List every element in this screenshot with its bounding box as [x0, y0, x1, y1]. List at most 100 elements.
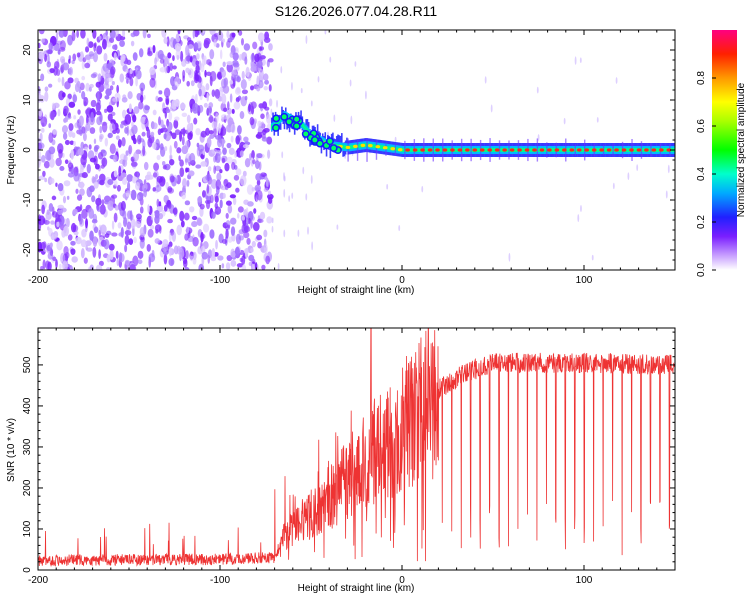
carrier-peak	[472, 148, 478, 152]
carrier-halo	[329, 144, 332, 159]
noise-blob	[209, 49, 215, 60]
noise-blob	[225, 228, 229, 239]
noise-blob	[130, 161, 138, 167]
carrier-core	[492, 148, 495, 152]
noise-blob	[197, 82, 202, 89]
carrier-core	[558, 148, 561, 152]
noise-blob	[213, 165, 217, 174]
carrier-core	[500, 148, 502, 152]
noise-blob	[76, 30, 79, 38]
noise-blob	[86, 247, 93, 252]
noise-blob	[88, 144, 92, 150]
noise-blob	[128, 144, 133, 155]
noise-blob	[69, 140, 74, 146]
noise-blob	[80, 239, 87, 248]
colorbar: 0.0 0.2 0.4 0.6 0.8 Normalized spectral ampl…	[696, 30, 747, 277]
noise-blob	[130, 32, 136, 38]
noise-blob	[128, 103, 132, 113]
carrier-core	[380, 145, 383, 150]
noise-blob	[220, 78, 227, 89]
noise-blob	[44, 86, 49, 92]
carrier-peak	[368, 144, 373, 148]
noise-blob	[220, 128, 224, 139]
noise-blob	[161, 30, 167, 38]
noise-blob	[96, 205, 102, 213]
noise-blob	[206, 105, 212, 116]
noise-blob	[96, 116, 102, 126]
noise-blob	[214, 193, 219, 201]
noise-blob	[258, 103, 264, 109]
noise-blob	[158, 116, 161, 126]
noise-blob	[131, 124, 138, 135]
noise-blob	[89, 127, 96, 134]
carrier-core	[543, 148, 546, 152]
noise-blob	[100, 164, 105, 169]
noise-blob	[154, 210, 160, 215]
noise-blob	[122, 210, 127, 220]
noise-blob	[147, 137, 153, 148]
carrier-core	[358, 143, 361, 148]
noise-blob	[146, 243, 151, 252]
noise-blob	[119, 39, 125, 48]
noise-blob	[169, 158, 175, 166]
noise-blob	[192, 257, 197, 265]
noise-blob	[114, 205, 119, 211]
noise-blob	[38, 92, 42, 99]
carrier-core	[446, 148, 449, 152]
noise-blob	[72, 208, 78, 215]
noise-blob	[77, 109, 81, 115]
noise-blob	[73, 172, 80, 182]
noise-blob	[96, 45, 103, 55]
carrier-core	[395, 147, 398, 152]
carrier-peak	[576, 148, 582, 152]
noise-blob	[161, 127, 168, 133]
noise-blob	[140, 94, 144, 103]
noise-blob	[261, 264, 266, 270]
noise-blob	[276, 99, 278, 108]
noise-blob	[127, 91, 133, 100]
noise-blob	[170, 76, 176, 87]
noise-blob	[236, 263, 244, 268]
noise-blob	[130, 40, 135, 47]
noise-blob	[113, 180, 118, 187]
noise-blob	[136, 213, 142, 220]
noise-blob	[119, 35, 126, 41]
noise-blob	[139, 227, 146, 238]
noise-blob	[64, 159, 69, 165]
noise-blob	[115, 250, 119, 259]
noise-blob	[115, 135, 120, 140]
noise-blob	[219, 169, 223, 174]
carrier-core	[418, 148, 421, 152]
noise-blob	[158, 201, 162, 207]
y-tick-label: 400	[22, 397, 33, 414]
noise-blob	[265, 177, 269, 188]
noise-blob	[230, 123, 236, 134]
noise-blob	[226, 30, 230, 39]
noise-blob	[277, 262, 280, 270]
noise-blob	[235, 233, 241, 245]
noise-blob	[133, 151, 140, 162]
noise-blob	[333, 114, 336, 122]
noise-blob	[187, 132, 193, 141]
noise-blob	[203, 223, 210, 233]
noise-blob	[152, 109, 157, 116]
noise-blob	[219, 49, 223, 60]
carrier-core	[279, 117, 282, 122]
noise-blob	[125, 150, 129, 156]
noise-blob	[106, 105, 114, 113]
carrier-core	[635, 148, 637, 152]
noise-blob	[236, 134, 242, 141]
noise-blob	[536, 86, 539, 94]
noise-blob	[252, 222, 260, 232]
noise-blob	[162, 164, 167, 170]
carrier-core	[566, 148, 569, 152]
noise-blob	[118, 165, 122, 177]
noise-blob	[129, 77, 134, 87]
noise-blob	[70, 248, 76, 255]
noise-blob	[163, 36, 168, 44]
carrier-core	[484, 148, 487, 152]
noise-blob	[86, 186, 93, 198]
noise-blob	[197, 196, 203, 203]
noise-blob	[225, 262, 231, 270]
noise-blob	[226, 255, 233, 262]
